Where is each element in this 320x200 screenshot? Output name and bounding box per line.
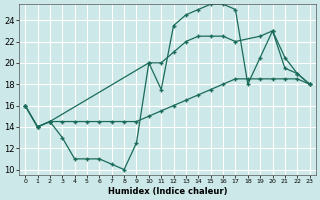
X-axis label: Humidex (Indice chaleur): Humidex (Indice chaleur) (108, 187, 227, 196)
